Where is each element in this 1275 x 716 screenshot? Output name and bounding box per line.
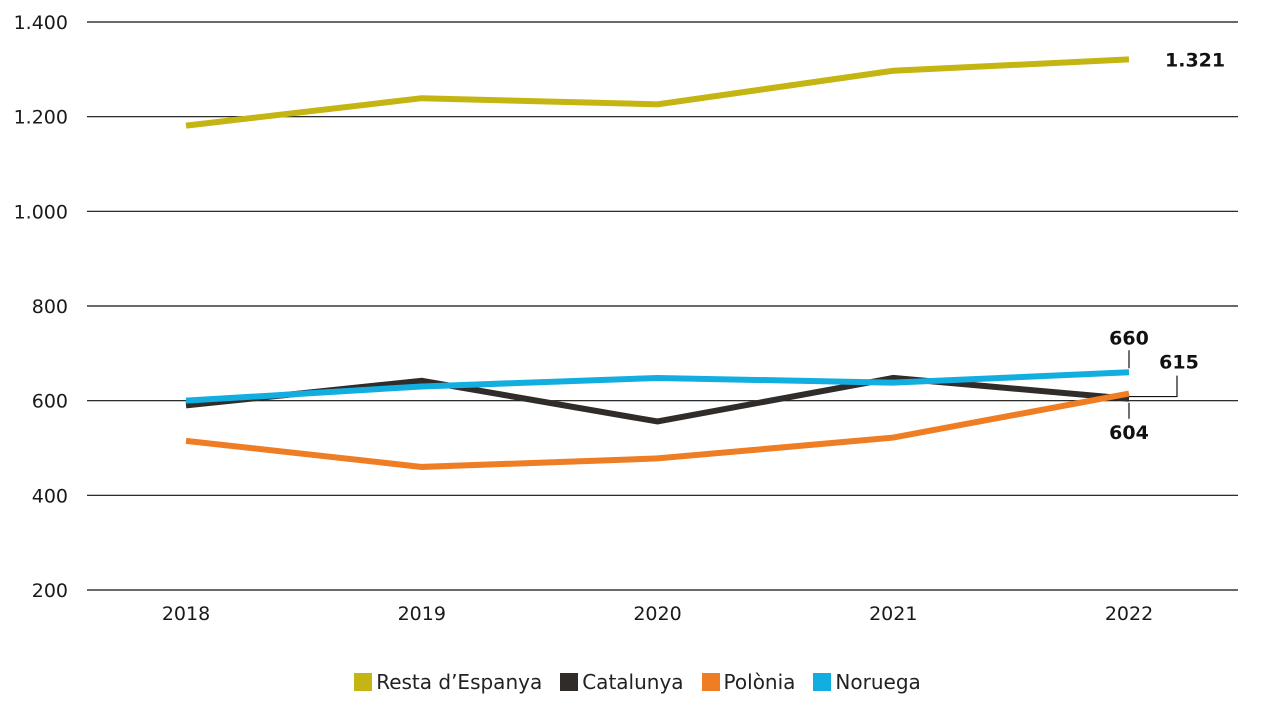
y-tick-label: 600 [32, 391, 68, 413]
end-label-value: 1.321 [1165, 49, 1225, 71]
x-axis-ticks: 2018 2019 2020 2021 2022 [162, 603, 1153, 625]
y-tick-label: 1.400 [14, 12, 68, 34]
series-line-noruega [185, 369, 1130, 404]
legend: Resta d’Espanya Catalunya Polònia Noruega [0, 670, 1275, 694]
y-tick-label: 1.000 [14, 201, 68, 223]
series-line-resta-d-espanya [185, 56, 1130, 129]
series-lines [185, 56, 1130, 470]
series-line-catalunya [185, 374, 1130, 425]
line-chart: 200 400 600 800 1.000 1.200 1.400 2018 2019 2020… [14, 12, 1238, 625]
x-tick-label: 2020 [633, 603, 681, 625]
gridlines [87, 21, 1238, 591]
legend-swatch-icon [701, 673, 720, 691]
x-tick-label: 2019 [398, 603, 446, 625]
leader-line [1129, 375, 1178, 398]
legend-item: Polònia [701, 670, 796, 694]
legend-item: Catalunya [560, 670, 684, 694]
y-tick-label: 800 [32, 296, 68, 318]
y-tick-label: 1.200 [14, 107, 68, 129]
legend-item: Noruega [813, 670, 921, 694]
y-tick-label: 400 [32, 485, 68, 507]
legend-label: Noruega [835, 670, 921, 694]
legend-swatch-icon [560, 673, 579, 691]
y-tick-label: 200 [32, 580, 68, 602]
legend-label: Resta d’Espanya [376, 670, 543, 694]
end-label-value: 660 [1109, 327, 1149, 349]
end-labels: 1.321 604 615 660 [1109, 49, 1225, 443]
end-label-value: 604 [1109, 422, 1149, 444]
legend-swatch-icon [813, 673, 832, 691]
series-line-pol-nia [185, 390, 1130, 470]
x-tick-label: 2022 [1105, 603, 1153, 625]
x-tick-label: 2021 [869, 603, 917, 625]
end-label-value: 615 [1159, 352, 1199, 374]
x-tick-label: 2018 [162, 603, 210, 625]
legend-swatch-icon [354, 673, 373, 691]
legend-label: Polònia [723, 670, 796, 694]
y-axis-ticks: 200 400 600 800 1.000 1.200 1.400 [14, 12, 68, 602]
legend-item: Resta d’Espanya [354, 670, 542, 694]
legend-label: Catalunya [582, 670, 684, 694]
